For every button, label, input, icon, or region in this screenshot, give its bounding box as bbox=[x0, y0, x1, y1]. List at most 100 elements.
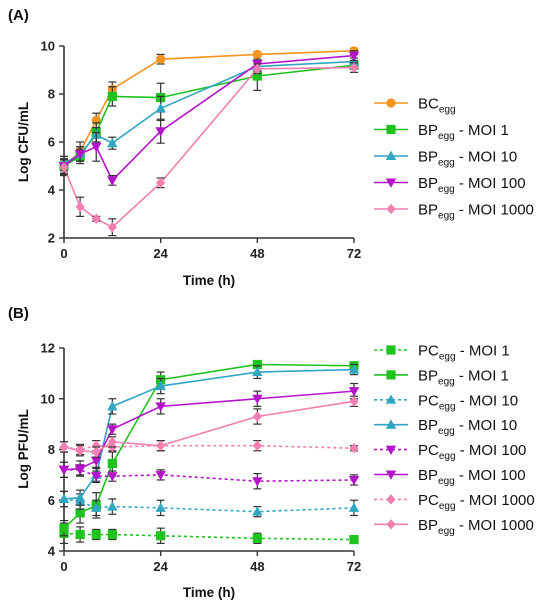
data-point bbox=[156, 54, 166, 64]
x-tick-label: 48 bbox=[250, 246, 264, 261]
data-point bbox=[156, 177, 166, 188]
data-point bbox=[349, 534, 359, 545]
data-point bbox=[91, 213, 101, 224]
panel-label: (B) bbox=[8, 305, 29, 322]
x-tick-label: 72 bbox=[347, 559, 361, 574]
legend-label: BCegg bbox=[418, 96, 456, 116]
legend-label: BPegg - MOI 1 bbox=[418, 122, 509, 142]
x-axis-title: Time (h) bbox=[183, 273, 235, 288]
data-point bbox=[252, 71, 262, 81]
data-point bbox=[252, 394, 263, 405]
y-tick-label: 6 bbox=[48, 493, 55, 508]
y-tick-label: 4 bbox=[48, 544, 56, 559]
data-point bbox=[107, 176, 118, 186]
data-point bbox=[155, 127, 166, 137]
panel-b: (B) 4 6 8 10 12 0 24 48 72 Time (h) Log PFU/mL PCegg… bbox=[8, 305, 535, 600]
data-point bbox=[75, 508, 85, 518]
data-point bbox=[91, 440, 101, 451]
series-line bbox=[63, 444, 355, 451]
series-5 bbox=[59, 62, 359, 237]
data-point bbox=[252, 49, 262, 60]
series-line bbox=[63, 60, 355, 165]
data-point bbox=[252, 440, 262, 451]
data-point bbox=[349, 443, 359, 454]
series-8 bbox=[59, 395, 359, 458]
data-point bbox=[74, 150, 86, 160]
legend-label: BPegg - MOI 10 bbox=[418, 149, 517, 169]
legend-marker bbox=[386, 124, 396, 135]
legend-marker bbox=[385, 470, 397, 480]
y-axis-title: Log CFU/mL bbox=[16, 102, 31, 182]
legend-entry: BPegg - MOI 1000 bbox=[374, 517, 534, 537]
data-point bbox=[107, 400, 118, 411]
data-point bbox=[107, 529, 117, 540]
data-point bbox=[107, 436, 117, 448]
data-point bbox=[155, 103, 166, 113]
legend-entry: BPegg - MOI 100 bbox=[374, 467, 526, 487]
data-point bbox=[91, 456, 102, 467]
legend-entry: PCegg - MOI 1 bbox=[374, 343, 510, 363]
data-point bbox=[107, 425, 118, 435]
data-point bbox=[348, 51, 360, 61]
data-point bbox=[59, 441, 69, 453]
x-tick-label: 24 bbox=[153, 559, 168, 574]
legend-label: BPegg - MOI 100 bbox=[418, 175, 526, 195]
data-point bbox=[91, 529, 101, 540]
data-point bbox=[59, 162, 69, 173]
series-line bbox=[63, 64, 355, 167]
data-point bbox=[107, 91, 117, 101]
legend-entry: BPegg - MOI 10 bbox=[374, 149, 517, 169]
data-point bbox=[252, 366, 263, 377]
data-point bbox=[348, 502, 360, 512]
legend-marker bbox=[386, 370, 396, 380]
x-tick-label: 0 bbox=[60, 559, 67, 574]
legend-entry: PCegg - MOI 10 bbox=[374, 392, 518, 412]
data-point bbox=[107, 137, 118, 148]
legend-label: BPegg - MOI 1 bbox=[418, 367, 509, 387]
y-axis-title: Log PFU/mL bbox=[16, 409, 31, 489]
data-point bbox=[91, 142, 102, 153]
y-tick-label: 4 bbox=[48, 183, 56, 198]
data-point bbox=[107, 222, 117, 233]
legend-label: PCegg - MOI 100 bbox=[418, 442, 526, 462]
legend-label: BPegg - MOI 100 bbox=[418, 467, 526, 487]
series-line bbox=[64, 468, 355, 483]
series-1 bbox=[59, 522, 359, 545]
data-point bbox=[252, 506, 263, 516]
legend-entry: PCegg - MOI 100 bbox=[374, 442, 526, 462]
x-tick-label: 24 bbox=[153, 246, 168, 261]
data-point bbox=[107, 501, 118, 511]
data-point bbox=[58, 493, 70, 503]
data-point bbox=[155, 502, 166, 512]
series-line bbox=[63, 66, 355, 229]
data-point bbox=[348, 387, 360, 397]
legend-entry: PCegg - MOI 1000 bbox=[374, 492, 535, 512]
legend-marker bbox=[385, 150, 397, 160]
data-point bbox=[252, 411, 262, 422]
series-line bbox=[63, 532, 355, 541]
data-point bbox=[75, 201, 85, 212]
legend-marker bbox=[386, 345, 396, 355]
data-point bbox=[348, 475, 360, 486]
data-point bbox=[107, 472, 118, 482]
legend-label: PCegg - MOI 1 bbox=[418, 343, 510, 363]
y-tick-label: 6 bbox=[48, 135, 55, 150]
data-point bbox=[155, 380, 166, 391]
series-1 bbox=[59, 46, 359, 177]
panel-label: (A) bbox=[8, 7, 29, 24]
legend-marker bbox=[386, 203, 396, 215]
legend-marker bbox=[385, 394, 397, 404]
data-point bbox=[74, 464, 86, 474]
series-line bbox=[63, 368, 355, 500]
legend-entry: BPegg - MOI 1 bbox=[374, 122, 509, 142]
y-tick-label: 2 bbox=[48, 231, 55, 246]
legend-entry: BPegg - MOI 10 bbox=[374, 417, 517, 437]
series-line bbox=[63, 54, 355, 182]
data-point bbox=[59, 523, 69, 533]
data-point bbox=[349, 396, 359, 407]
data-point bbox=[155, 402, 166, 412]
legend-label: BPegg - MOI 1000 bbox=[418, 517, 534, 537]
y-tick-label: 8 bbox=[48, 442, 55, 457]
